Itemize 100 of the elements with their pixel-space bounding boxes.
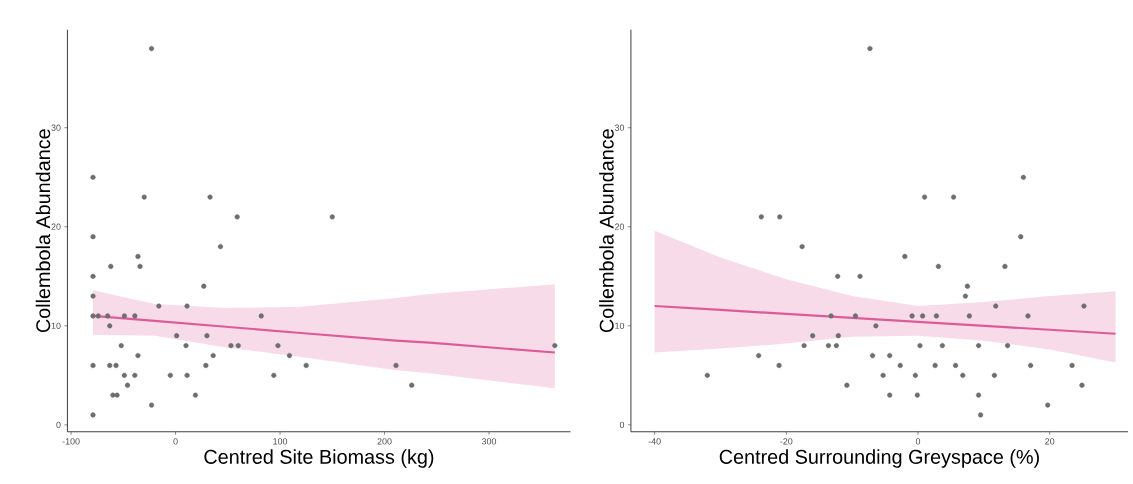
point (1069, 362, 1075, 368)
y-tick-label: 30 (51, 124, 61, 131)
x-tick-label: -40 (648, 438, 661, 445)
point (105, 313, 111, 319)
point (873, 323, 879, 329)
point (1045, 402, 1051, 408)
point (90, 174, 96, 180)
y-tick-label: 30 (614, 124, 625, 131)
point (922, 194, 928, 200)
point (107, 362, 113, 368)
point (951, 194, 957, 200)
point (801, 342, 807, 349)
point (920, 313, 926, 319)
point (1081, 303, 1087, 309)
y-tick-label: 0 (619, 421, 625, 428)
point (124, 382, 131, 388)
point (1079, 382, 1085, 388)
point (107, 323, 113, 329)
point (286, 352, 293, 358)
point (870, 352, 876, 358)
y-axis-title: Collembola Abundance (599, 129, 614, 332)
point (857, 273, 863, 279)
point (90, 273, 96, 279)
y-tick-label: 0 (56, 421, 61, 428)
x-axis-title: Centred Site Biomass (kg) (204, 449, 434, 468)
point (993, 303, 999, 309)
point (976, 342, 982, 349)
point (977, 412, 984, 418)
point (962, 293, 968, 299)
x-tick-label: 0 (915, 438, 921, 445)
point (271, 372, 277, 378)
point (201, 283, 207, 289)
point (135, 253, 141, 259)
point (799, 243, 805, 250)
point (777, 214, 783, 220)
y-tick-label: 20 (615, 223, 625, 230)
point (1028, 362, 1034, 368)
point (167, 372, 173, 378)
point (966, 313, 972, 319)
point (880, 372, 886, 378)
point (1018, 233, 1024, 240)
point (90, 412, 96, 418)
point (217, 243, 224, 250)
point (835, 333, 841, 339)
point (758, 214, 764, 220)
point (192, 392, 198, 398)
x-tick-label: -100 (62, 438, 80, 445)
point (939, 342, 945, 349)
point (852, 313, 859, 319)
point (844, 382, 850, 388)
point (95, 313, 101, 319)
point (912, 372, 918, 378)
x-tick-label: 300 (481, 438, 497, 445)
x-tick-label: -20 (780, 438, 793, 445)
point (148, 45, 155, 51)
point (887, 392, 893, 398)
y-tick-label: 10 (615, 322, 625, 329)
point (110, 392, 116, 398)
point (90, 362, 96, 368)
x-tick-label: 0 (173, 438, 178, 445)
point (409, 382, 415, 388)
point (909, 313, 915, 319)
point (756, 352, 762, 358)
point (121, 372, 127, 378)
point (90, 233, 96, 240)
point (137, 263, 143, 269)
x-tick-label: 20 (1045, 438, 1055, 445)
point (184, 372, 190, 378)
point (148, 402, 155, 408)
point (118, 342, 124, 349)
point (952, 362, 959, 368)
point (303, 362, 309, 368)
point (887, 352, 893, 358)
point (932, 362, 938, 368)
point (210, 352, 216, 358)
point (917, 342, 923, 349)
point (203, 362, 209, 368)
point (833, 342, 839, 349)
point (825, 342, 832, 349)
point (393, 362, 399, 368)
y-tick-label: 20 (51, 223, 61, 230)
point (132, 372, 138, 378)
point (776, 362, 782, 368)
point (960, 372, 966, 378)
point (114, 392, 120, 398)
point (228, 342, 234, 349)
point (141, 194, 147, 200)
point (552, 342, 558, 349)
point (204, 333, 210, 339)
point (1025, 313, 1031, 319)
point (132, 313, 138, 319)
point (1004, 342, 1011, 349)
point (174, 333, 180, 339)
point (1002, 263, 1008, 269)
point (828, 313, 834, 319)
point (235, 342, 241, 349)
y-tick-label: 10 (51, 322, 61, 329)
point (902, 253, 908, 259)
point (933, 313, 940, 319)
point (156, 303, 162, 309)
